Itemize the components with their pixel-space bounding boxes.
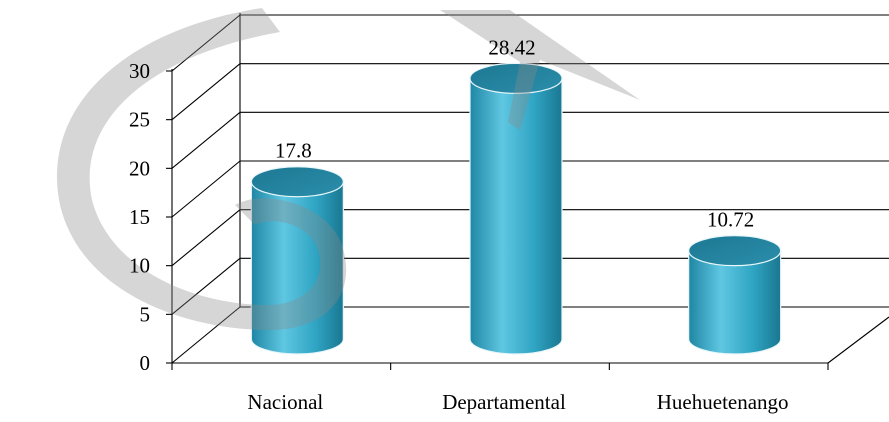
chart-bars <box>250 62 782 355</box>
gridline-diagonal <box>171 257 241 315</box>
watermark-swoosh <box>56 8 347 330</box>
y-tick-label: 5 <box>140 302 151 326</box>
gridline-diagonal <box>171 14 241 72</box>
floor-right-edge <box>827 316 889 364</box>
y-tick-label: 10 <box>129 254 150 278</box>
x-tick-label: Nacional <box>247 390 323 414</box>
bar-top <box>688 235 782 267</box>
chart-walls <box>166 13 889 370</box>
y-tick-label: 20 <box>129 156 150 180</box>
bar <box>688 235 782 355</box>
y-tick-label: 0 <box>140 351 151 375</box>
x-tick-label: Departamental <box>442 390 566 414</box>
bar-body <box>250 181 344 355</box>
watermark-logo <box>56 8 640 330</box>
data-label: 10.72 <box>707 208 754 232</box>
gridline-diagonal <box>171 160 241 218</box>
y-tick-label: 25 <box>129 108 150 132</box>
y-tick-label: 15 <box>129 205 150 229</box>
gridline-diagonal <box>171 63 241 121</box>
y-tick-label: 30 <box>129 59 150 83</box>
watermark-stroke <box>440 10 640 130</box>
bar-body <box>469 77 563 355</box>
bar-body <box>688 250 782 355</box>
gridline-diagonal <box>171 209 241 267</box>
data-label: 17.8 <box>275 139 312 163</box>
bar <box>250 166 344 355</box>
chart-labels: 0 5 10 15 20 25 30 17.8 Nacional 28.42 Departament… <box>129 35 789 414</box>
bar-top <box>250 166 344 198</box>
x-tick-label: Huehuetenango <box>657 390 789 414</box>
bar-top <box>469 62 563 94</box>
gridline-diagonal <box>171 111 241 169</box>
gridline-diagonal <box>171 306 241 364</box>
bar <box>469 62 563 355</box>
data-label: 28.42 <box>488 35 535 59</box>
